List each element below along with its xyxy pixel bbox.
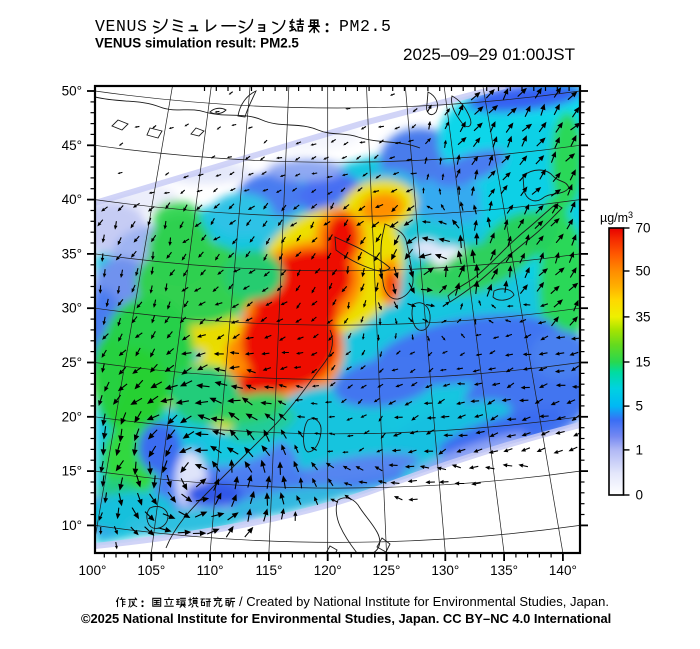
svg-text:130°: 130° [431, 563, 459, 578]
svg-text:45°: 45° [62, 138, 82, 153]
svg-text:VENUS simulation result: PM2.5: VENUS simulation result: PM2.5 [95, 36, 299, 51]
svg-text:50°: 50° [62, 84, 82, 99]
svg-text:140°: 140° [549, 563, 577, 578]
svg-text:20°: 20° [62, 409, 82, 424]
svg-text:2025–09–29 01:00JST: 2025–09–29 01:00JST [403, 45, 575, 64]
svg-text:VENUS: VENUS [95, 17, 148, 36]
svg-text:40°: 40° [62, 192, 82, 207]
svg-text:15: 15 [636, 355, 651, 370]
svg-text:135°: 135° [490, 563, 518, 578]
svg-text:105°: 105° [137, 563, 165, 578]
svg-text:30°: 30° [62, 301, 82, 316]
svg-text:PM2.5: PM2.5 [339, 17, 392, 36]
svg-text:5: 5 [636, 399, 644, 414]
svg-text:10°: 10° [62, 518, 82, 533]
svg-text:115°: 115° [255, 563, 282, 578]
svg-text:0: 0 [636, 488, 644, 503]
svg-text:120°: 120° [314, 563, 342, 578]
svg-text:35°: 35° [62, 246, 82, 261]
svg-text:15°: 15° [62, 464, 82, 479]
svg-text:/ Created by National Institut: / Created by National Institute for Envi… [239, 594, 609, 609]
svg-text:50: 50 [636, 264, 651, 279]
svg-text:25°: 25° [62, 355, 82, 370]
svg-text:µg/m3: µg/m3 [600, 210, 633, 225]
svg-text:1: 1 [636, 442, 644, 457]
svg-text:100°: 100° [79, 563, 107, 578]
svg-text:©2025 National Institute for E: ©2025 National Institute for Environment… [81, 611, 611, 626]
svg-text:125°: 125° [373, 563, 401, 578]
svg-text:70: 70 [636, 221, 651, 236]
svg-text:35: 35 [636, 309, 651, 324]
svg-text:110°: 110° [197, 563, 224, 578]
